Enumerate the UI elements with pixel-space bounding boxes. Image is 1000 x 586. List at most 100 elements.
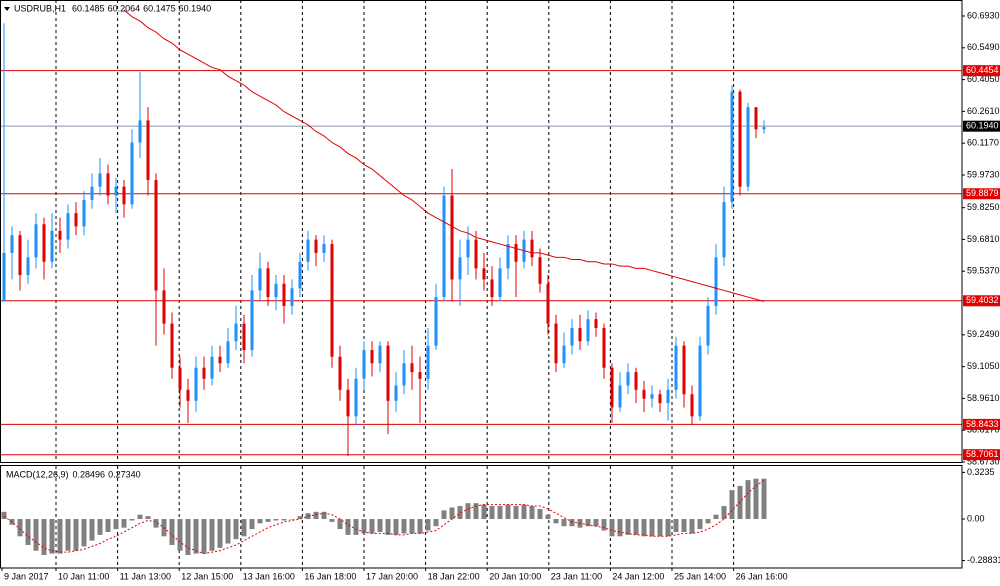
candle-body xyxy=(418,372,422,379)
macd-bar xyxy=(273,519,279,521)
candle-body xyxy=(442,195,446,298)
candle-body xyxy=(554,323,558,364)
y-tick-label: 59.1050 xyxy=(967,361,1000,371)
y-tick-label: 59.5370 xyxy=(967,266,1000,276)
candle-body xyxy=(394,385,398,401)
macd-bar xyxy=(65,519,71,551)
macd-bar xyxy=(625,519,631,535)
candle-body xyxy=(362,350,366,379)
macd-bar xyxy=(633,519,639,535)
main-frame xyxy=(0,0,963,463)
macd-bar xyxy=(713,514,719,520)
candle-body xyxy=(658,394,662,404)
y-tick-label: 59.6810 xyxy=(967,234,1000,244)
candle-body xyxy=(234,323,238,342)
x-tick-label: 17 Jan 20:00 xyxy=(366,571,418,581)
macd-bar xyxy=(425,519,431,531)
macd-bar xyxy=(385,519,391,535)
macd-bar xyxy=(81,519,87,547)
macd-bar xyxy=(665,519,671,537)
macd-bar xyxy=(545,514,551,520)
macd-bar xyxy=(313,511,319,520)
candle-body xyxy=(570,327,574,346)
candle-body xyxy=(594,319,598,328)
macd-bar xyxy=(33,519,39,551)
candle-body xyxy=(714,257,718,306)
macd-bar xyxy=(449,507,455,520)
macd-bar xyxy=(353,519,359,535)
macd-bar xyxy=(209,519,215,551)
candle-body xyxy=(762,127,766,130)
candle-body xyxy=(722,202,726,258)
macd-bar xyxy=(73,519,79,551)
y-tick-label: 60.6930 xyxy=(967,10,1000,20)
candle-body xyxy=(58,230,62,240)
macd-bar xyxy=(193,519,199,554)
y-tick-label: 60.2610 xyxy=(967,106,1000,116)
macd-bar xyxy=(481,504,487,520)
candle-body xyxy=(194,367,198,401)
macd-bar xyxy=(177,519,183,551)
candle-body xyxy=(682,345,686,395)
macd-bar xyxy=(585,519,591,527)
macd-value: 0.27340 xyxy=(108,469,141,479)
y-tick-label: 58.9610 xyxy=(967,393,1000,403)
macd-frame xyxy=(0,465,963,569)
macd-bar xyxy=(201,519,207,554)
macd-bar xyxy=(657,519,663,537)
candle-body xyxy=(130,142,134,205)
macd-bar xyxy=(393,519,399,535)
x-tick-label: 20 Jan 10:00 xyxy=(489,571,541,581)
macd-bar xyxy=(569,519,575,527)
candle-body xyxy=(458,257,462,280)
candle-body xyxy=(122,186,126,205)
macd-value: 0.28496 xyxy=(73,469,106,479)
macd-bar xyxy=(169,519,175,545)
candle-body xyxy=(482,268,486,280)
x-tick-label: 24 Jan 12:00 xyxy=(612,571,664,581)
macd-bar xyxy=(753,478,759,520)
candle-body xyxy=(274,283,278,298)
level-label-box xyxy=(963,418,1000,430)
macd-bar xyxy=(697,519,703,530)
macd-bar xyxy=(593,519,599,527)
menu-arrow[interactable] xyxy=(4,7,10,11)
candle-body xyxy=(250,290,254,351)
candle-body xyxy=(602,327,606,368)
candle-body xyxy=(354,378,358,417)
candle-body xyxy=(50,230,54,262)
ohlc-value: 60.1940 xyxy=(179,3,212,13)
macd-bar xyxy=(601,519,607,531)
y-tick-label: 59.2490 xyxy=(967,329,1000,339)
macd-bar xyxy=(457,506,463,520)
macd-bar xyxy=(41,519,47,556)
candle-body xyxy=(26,257,30,275)
x-tick-label: 10 Jan 11:00 xyxy=(58,571,109,581)
macd-bar xyxy=(689,519,695,534)
macd-bar xyxy=(417,519,423,534)
y-tick-label: 59.9730 xyxy=(967,169,1000,179)
candle-body xyxy=(162,290,166,324)
candle-body xyxy=(186,389,190,401)
x-tick-label: 16 Jan 18:00 xyxy=(304,571,356,581)
macd-bar xyxy=(321,511,327,520)
y-tick-label: -0.28831 xyxy=(967,555,1000,565)
y-tick-label: 59.8250 xyxy=(967,202,1000,212)
candle-body xyxy=(690,394,694,417)
macd-bar xyxy=(369,519,375,534)
candle-body xyxy=(306,239,310,262)
candle-body xyxy=(90,186,94,200)
macd-bar xyxy=(489,506,495,520)
candle-body xyxy=(466,239,470,258)
macd-bar xyxy=(537,508,543,520)
macd-bar xyxy=(649,519,655,537)
bid-label: 60.1940 xyxy=(966,121,999,131)
candle-body xyxy=(66,213,70,240)
macd-bar xyxy=(721,506,727,520)
macd-bar xyxy=(121,519,127,528)
candle-body xyxy=(218,356,222,364)
macd-bar xyxy=(521,504,527,520)
candle-body xyxy=(138,120,142,143)
level-label: 60.4454 xyxy=(966,65,999,75)
candle-body xyxy=(146,120,150,181)
